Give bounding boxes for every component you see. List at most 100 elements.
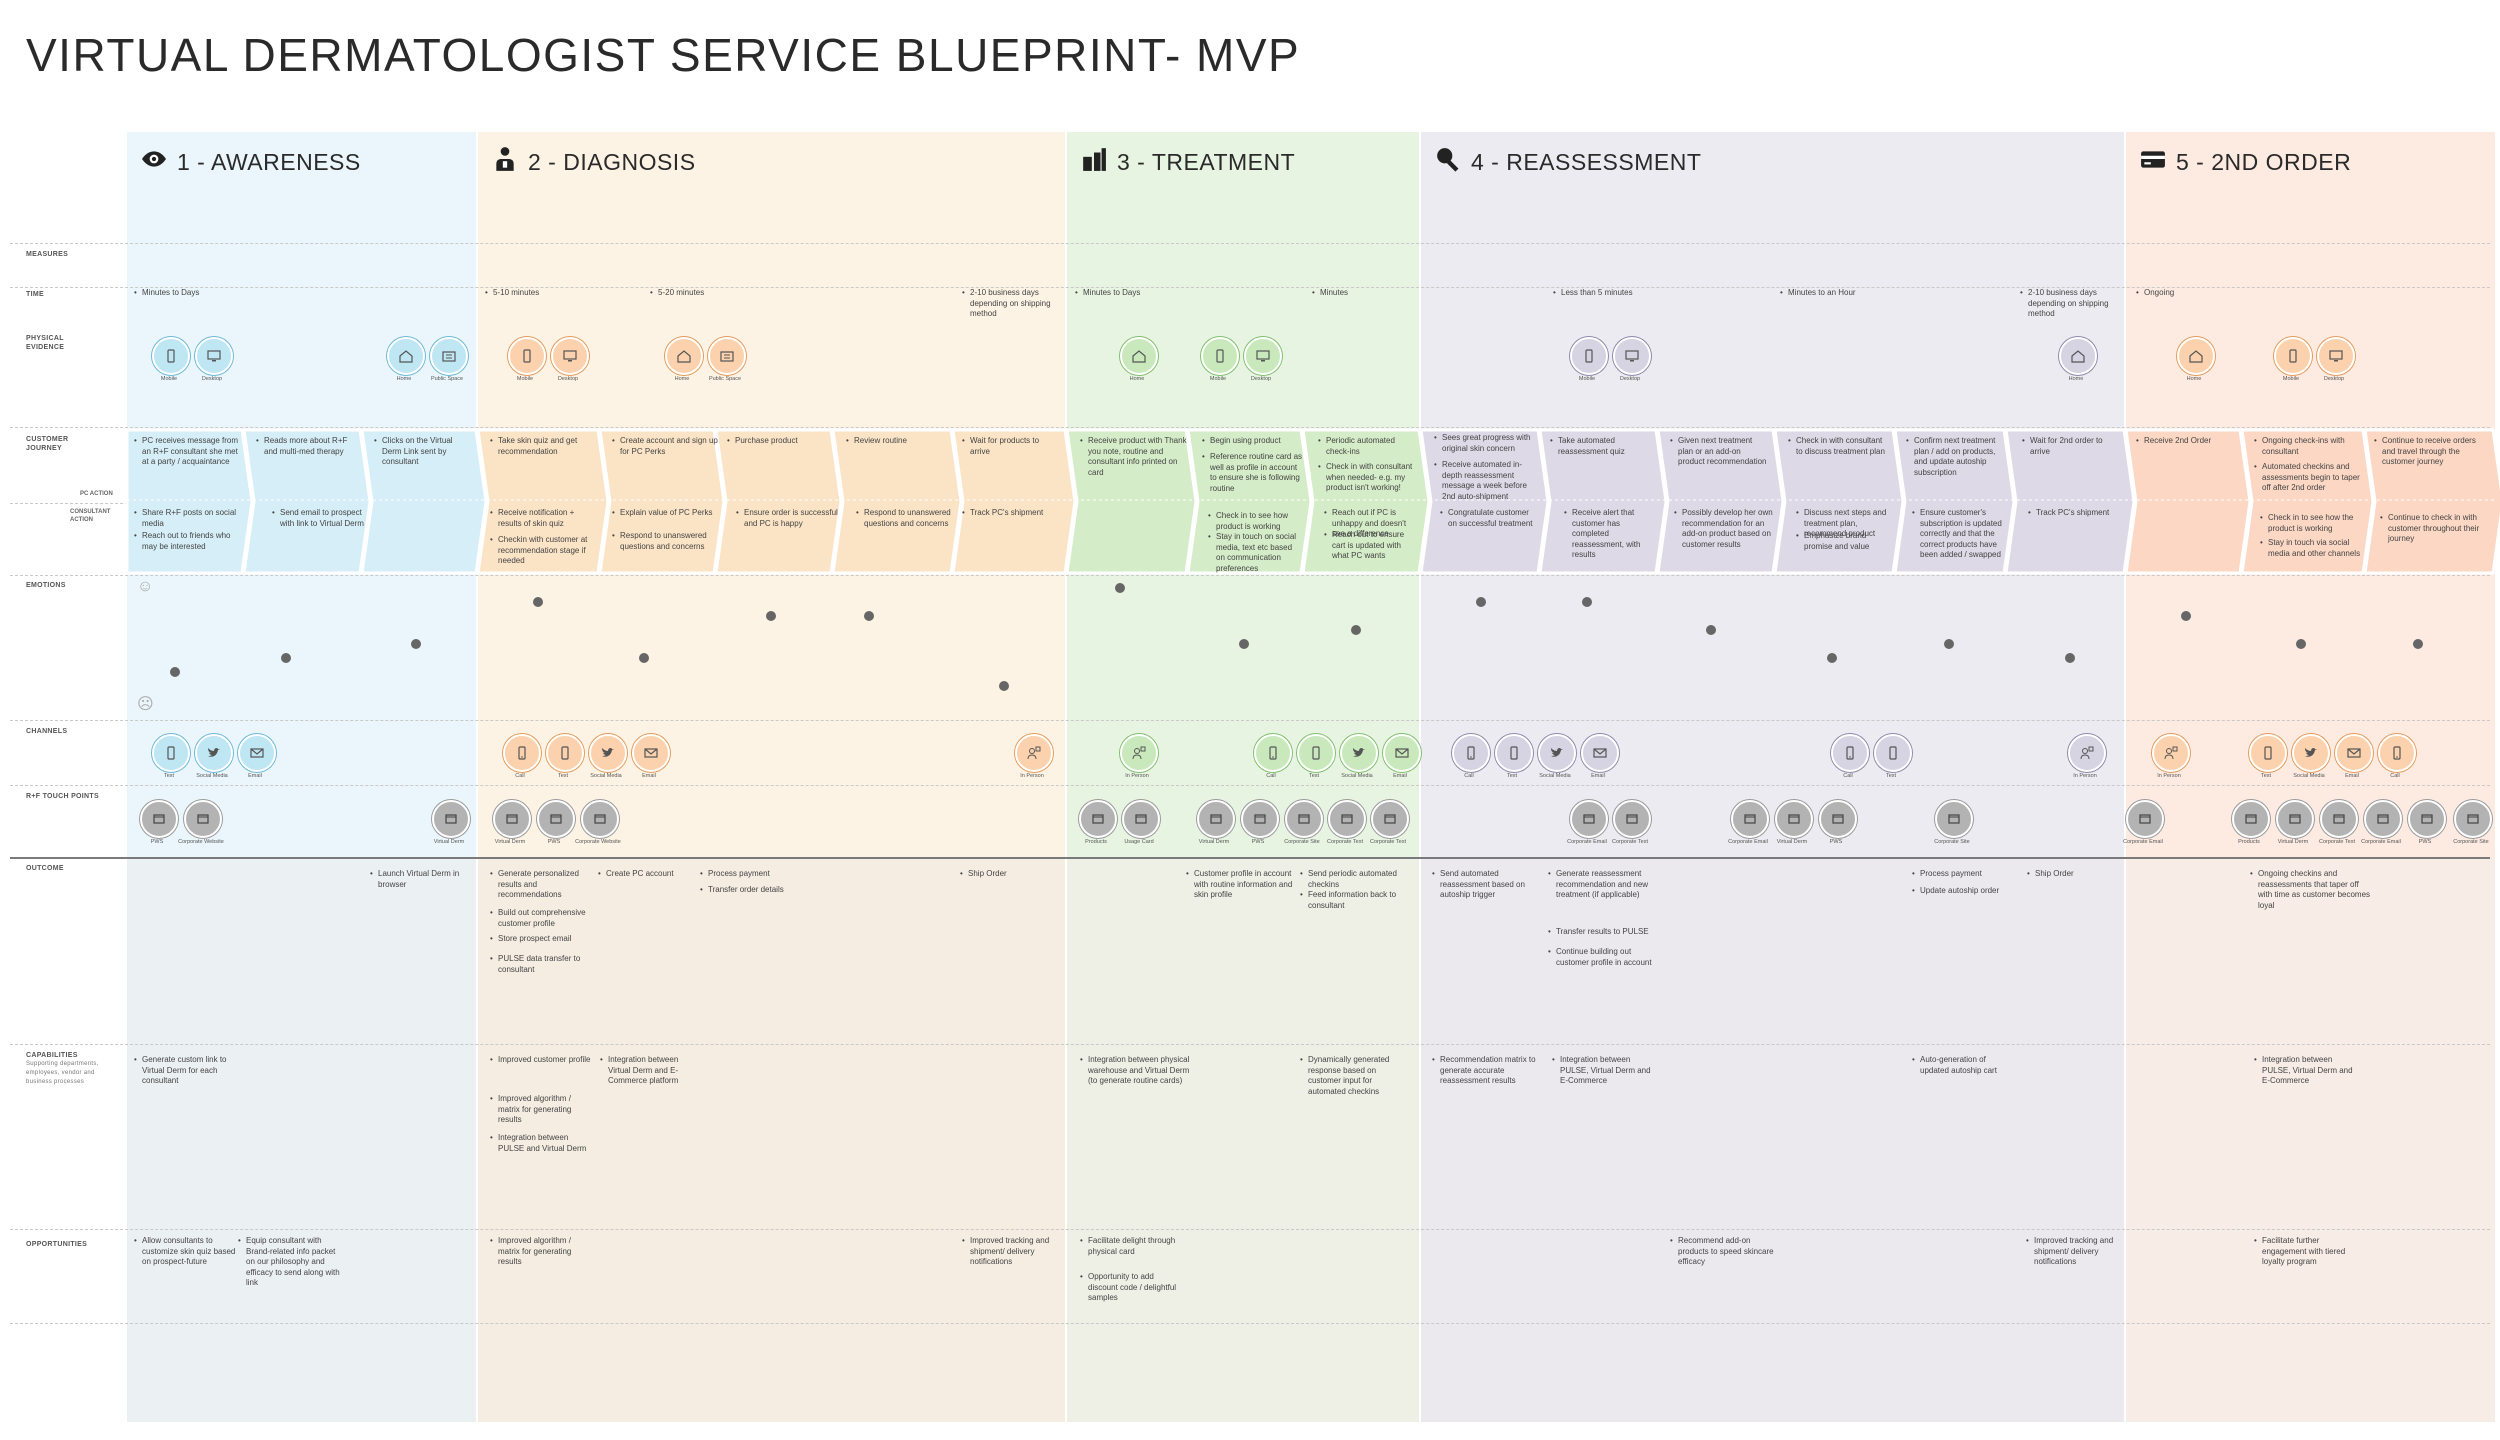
pc-action-step: Reads more about R+F and multi-med thera…	[256, 436, 354, 457]
mobile-icon	[1201, 337, 1239, 375]
outcome-item: Store prospect email	[490, 934, 593, 945]
phase-lower-zone	[1421, 858, 2124, 1422]
corporate-site-icon	[2454, 800, 2492, 838]
phase-lower-zone	[127, 858, 476, 1422]
channel-label: Call	[1266, 773, 1276, 779]
capability-item: Dynamically generated response based on …	[1300, 1055, 1408, 1097]
row-divider	[10, 1323, 2490, 1324]
opportunity-item: Facilitate delight through physical card	[1080, 1236, 1183, 1257]
touchpoint-label: PWS	[2418, 839, 2432, 845]
virtual-derm-icon	[493, 800, 531, 838]
page-title: VIRTUAL DERMATOLOGIST SERVICE BLUEPRINT-…	[26, 29, 1301, 81]
time-value: 5-10 minutes	[485, 288, 643, 299]
pws-icon	[537, 800, 575, 838]
row-label-measures: MEASURES	[26, 251, 69, 258]
time-value: 5-20 minutes	[650, 288, 808, 299]
row-label-outcome: OUTCOME	[26, 865, 64, 872]
consultant-action-step: Check in to see how product is working	[1208, 511, 1301, 532]
consultant-action-step: Congratulate customer on successful trea…	[1440, 508, 1538, 529]
pc-action-step: Given next treatment plan or an add-on p…	[1670, 436, 1768, 468]
touchpoint-label: Products	[1085, 839, 1107, 845]
emotion-point	[281, 653, 291, 663]
capabilities-label: CAPABILITIES	[26, 1052, 78, 1059]
consultant-action-step: Continue to check in with customer throu…	[2380, 513, 2483, 545]
channel-label: Social Media	[196, 773, 228, 779]
corporate-email-icon	[2364, 800, 2402, 838]
channel-label: In Person	[1125, 773, 1149, 779]
row-label-pc-action: PC ACTION	[80, 491, 113, 497]
row-divider	[10, 243, 2490, 244]
row-divider	[10, 427, 2490, 428]
physical-evidence-label: Desktop	[557, 376, 579, 382]
corporate-text-icon	[2320, 800, 2358, 838]
touchpoint-label: Corporate Email	[2361, 839, 2401, 845]
physical-evidence-label: Desktop	[2323, 376, 2345, 382]
emotion-point	[170, 667, 180, 677]
channel-label: In Person	[1020, 773, 1044, 779]
text-icon	[1297, 734, 1335, 772]
corporate-text-icon	[1613, 800, 1651, 838]
consultant-action-step: Receive alert that customer has complete…	[1564, 508, 1657, 561]
opportunity-item: Improved algorithm / matrix for generati…	[490, 1236, 593, 1268]
pc-action-step: Receive 2nd Order	[2136, 436, 2234, 447]
phase-label: 3 - TREATMENT	[1117, 148, 1296, 175]
consultant-action-step: Track PC's shipment	[962, 508, 1050, 519]
channel-label: Text	[1885, 773, 1897, 779]
phase-lower-zone	[2126, 858, 2495, 1422]
pc-action-step: Confirm next treatment plan / add on pro…	[1906, 436, 2009, 478]
touchpoint-label: Corporate Text	[1370, 839, 1406, 845]
capability-item: Integration between Virtual Derm and E-C…	[600, 1055, 703, 1087]
time-value: Minutes to an Hour	[1780, 288, 1938, 299]
outcome-item: PULSE data transfer to consultant	[490, 954, 593, 975]
desktop-icon	[551, 337, 589, 375]
time-value: Minutes	[1312, 288, 1470, 299]
journey-step-chevron	[714, 428, 843, 575]
emotion-point	[2181, 611, 2191, 621]
pc-action-step: Review routine	[846, 436, 944, 447]
touchpoint-label: Corporate Email	[2123, 839, 2163, 845]
row-divider	[10, 575, 2490, 576]
pc-action-step: Receive automated in-depth reassessment …	[1434, 460, 1538, 502]
mobile-icon	[2274, 337, 2312, 375]
pc-action-step: Begin using product	[1202, 436, 1300, 447]
consultant-action-step: Check in to see how the product is worki…	[2260, 513, 2363, 534]
phase-lower-zone	[1067, 858, 1419, 1422]
outcome-item: Process payment	[1912, 869, 2010, 880]
touchpoint-label: Corporate Website	[178, 839, 224, 845]
desktop-icon	[1244, 337, 1282, 375]
pws-icon	[2408, 800, 2446, 838]
phase-label: 1 - AWARENESS	[177, 148, 361, 175]
physical-evidence-label: Home	[1129, 376, 1145, 382]
capability-item: Auto-generation of updated autoship cart	[1912, 1055, 2015, 1076]
touchpoint-label: Corporate Email	[1728, 839, 1768, 845]
email-icon	[1581, 734, 1619, 772]
public-space-icon	[430, 337, 468, 375]
outcome-item: Generate personalized results and recomm…	[490, 869, 593, 901]
opportunity-item: Allow consultants to customize skin quiz…	[134, 1236, 242, 1268]
capability-item: Integration between physical warehouse a…	[1080, 1055, 1193, 1087]
touchpoint-label: PWS	[1251, 839, 1265, 845]
text-icon	[546, 734, 584, 772]
journey-step-chevron	[831, 428, 963, 575]
touchpoint-label: PWS	[547, 839, 561, 845]
touchpoint-label: Virtual Derm	[2277, 839, 2309, 845]
row-divider	[10, 720, 2490, 721]
desktop-icon	[195, 337, 233, 375]
touchpoint-label: Corporate Text	[1327, 839, 1363, 845]
journey-step-chevron	[951, 428, 1077, 575]
row-label-time: TIME	[26, 291, 44, 298]
emotion-point	[2413, 639, 2423, 649]
row-label-channels: CHANNELS	[26, 728, 68, 735]
in-person-icon	[1120, 734, 1158, 772]
emotion-point	[1115, 583, 1125, 593]
phone-icon	[1831, 734, 1869, 772]
opportunity-item: Equip consultant with Brand-related info…	[238, 1236, 346, 1289]
pc-action-step: Sees great progress with original skin c…	[1434, 433, 1542, 454]
channel-label: Email	[1393, 773, 1407, 779]
home-icon	[1120, 337, 1158, 375]
outcome-item: Create PC account	[598, 869, 691, 880]
capability-item: Generate custom link to Virtual Derm for…	[134, 1055, 242, 1087]
channel-label: Text	[2260, 773, 2272, 779]
outcome-item: Ongoing checkins and reassessments that …	[2250, 869, 2373, 911]
pc-action-step: PC receives message from an R+F consulta…	[134, 436, 242, 468]
